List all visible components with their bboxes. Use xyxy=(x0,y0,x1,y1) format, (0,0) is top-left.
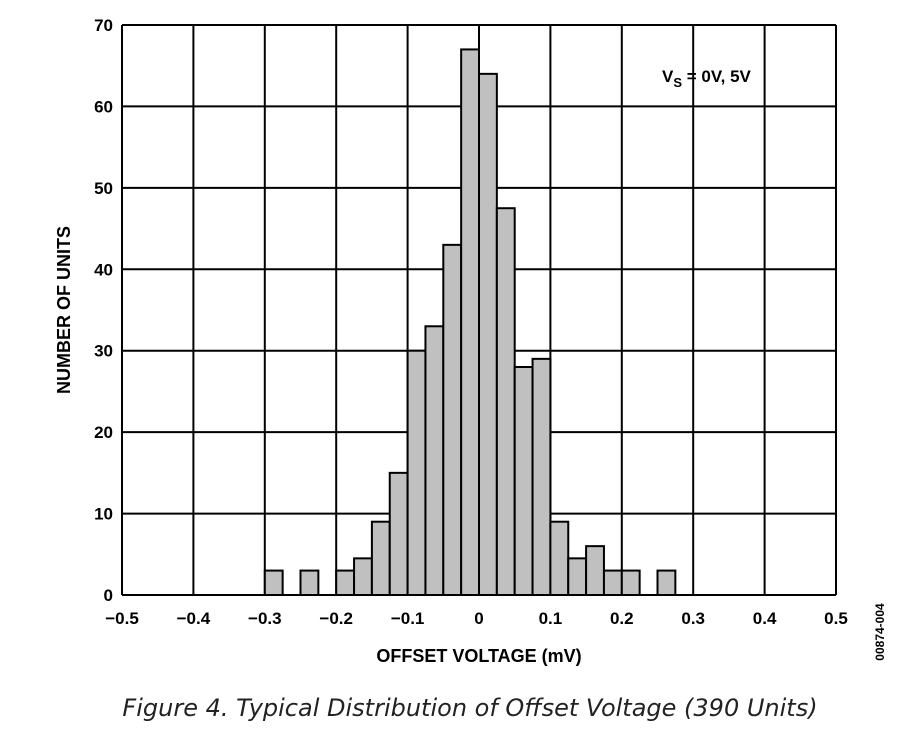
x-tick-label: −0.2 xyxy=(319,609,353,628)
histogram-bar xyxy=(353,557,373,596)
x-tick-label: 0 xyxy=(474,609,483,628)
supply-annotation: VS = 0V, 5V xyxy=(662,67,752,90)
histogram-bar xyxy=(406,349,427,597)
figure-caption: Figure 4. Typical Distribution of Offset… xyxy=(122,694,817,722)
histogram-bar xyxy=(388,471,409,597)
y-tick-label: 10 xyxy=(94,505,113,524)
x-axis-label: OFFSET VOLTAGE (mV) xyxy=(376,646,581,666)
histogram-bar xyxy=(585,545,605,597)
x-tick-label: 0.1 xyxy=(539,609,563,628)
histogram-bar xyxy=(495,207,516,596)
y-tick-label: 40 xyxy=(94,260,113,279)
histogram-bar xyxy=(424,325,445,596)
x-tick-label: 0.2 xyxy=(610,609,634,628)
y-tick-label: 20 xyxy=(94,423,113,442)
x-tick-label: −0.5 xyxy=(105,609,139,628)
x-tick-label: −0.1 xyxy=(391,609,425,628)
histogram-bar xyxy=(567,557,588,596)
histogram-bar xyxy=(478,72,498,597)
histogram-bar xyxy=(460,48,480,596)
y-tick-labels: 0 10 20 30 40 50 60 70 xyxy=(94,16,113,605)
figure-id: 00874-004 xyxy=(873,603,887,661)
histogram-bar xyxy=(335,569,356,596)
histogram-bar xyxy=(549,520,570,597)
bars xyxy=(263,48,677,597)
histogram-bar xyxy=(263,569,284,596)
x-tick-label: 0.3 xyxy=(681,609,705,628)
histogram-bar xyxy=(299,569,320,596)
histogram-bar xyxy=(370,520,391,597)
y-tick-label: 70 xyxy=(94,16,113,35)
y-tick-label: 0 xyxy=(104,586,113,605)
histogram-bar xyxy=(442,243,463,596)
y-axis-label: NUMBER OF UNITS xyxy=(54,226,74,394)
y-tick-label: 50 xyxy=(94,179,113,198)
x-tick-labels: −0.5 −0.4 −0.3 −0.2 −0.1 0 0.1 0.2 0.3 0.4 0.5 xyxy=(105,609,848,628)
histogram-bar xyxy=(602,569,623,596)
x-tick-label: 0.5 xyxy=(824,609,848,628)
histogram-bar xyxy=(513,366,534,596)
histogram-bar xyxy=(620,569,641,596)
y-tick-label: 30 xyxy=(94,342,113,361)
histogram-bar xyxy=(656,569,677,596)
y-tick-label: 60 xyxy=(94,97,113,116)
x-tick-label: −0.4 xyxy=(177,609,211,628)
histogram-bar xyxy=(531,357,552,596)
x-tick-label: −0.3 xyxy=(248,609,282,628)
x-tick-label: 0.4 xyxy=(753,609,777,628)
